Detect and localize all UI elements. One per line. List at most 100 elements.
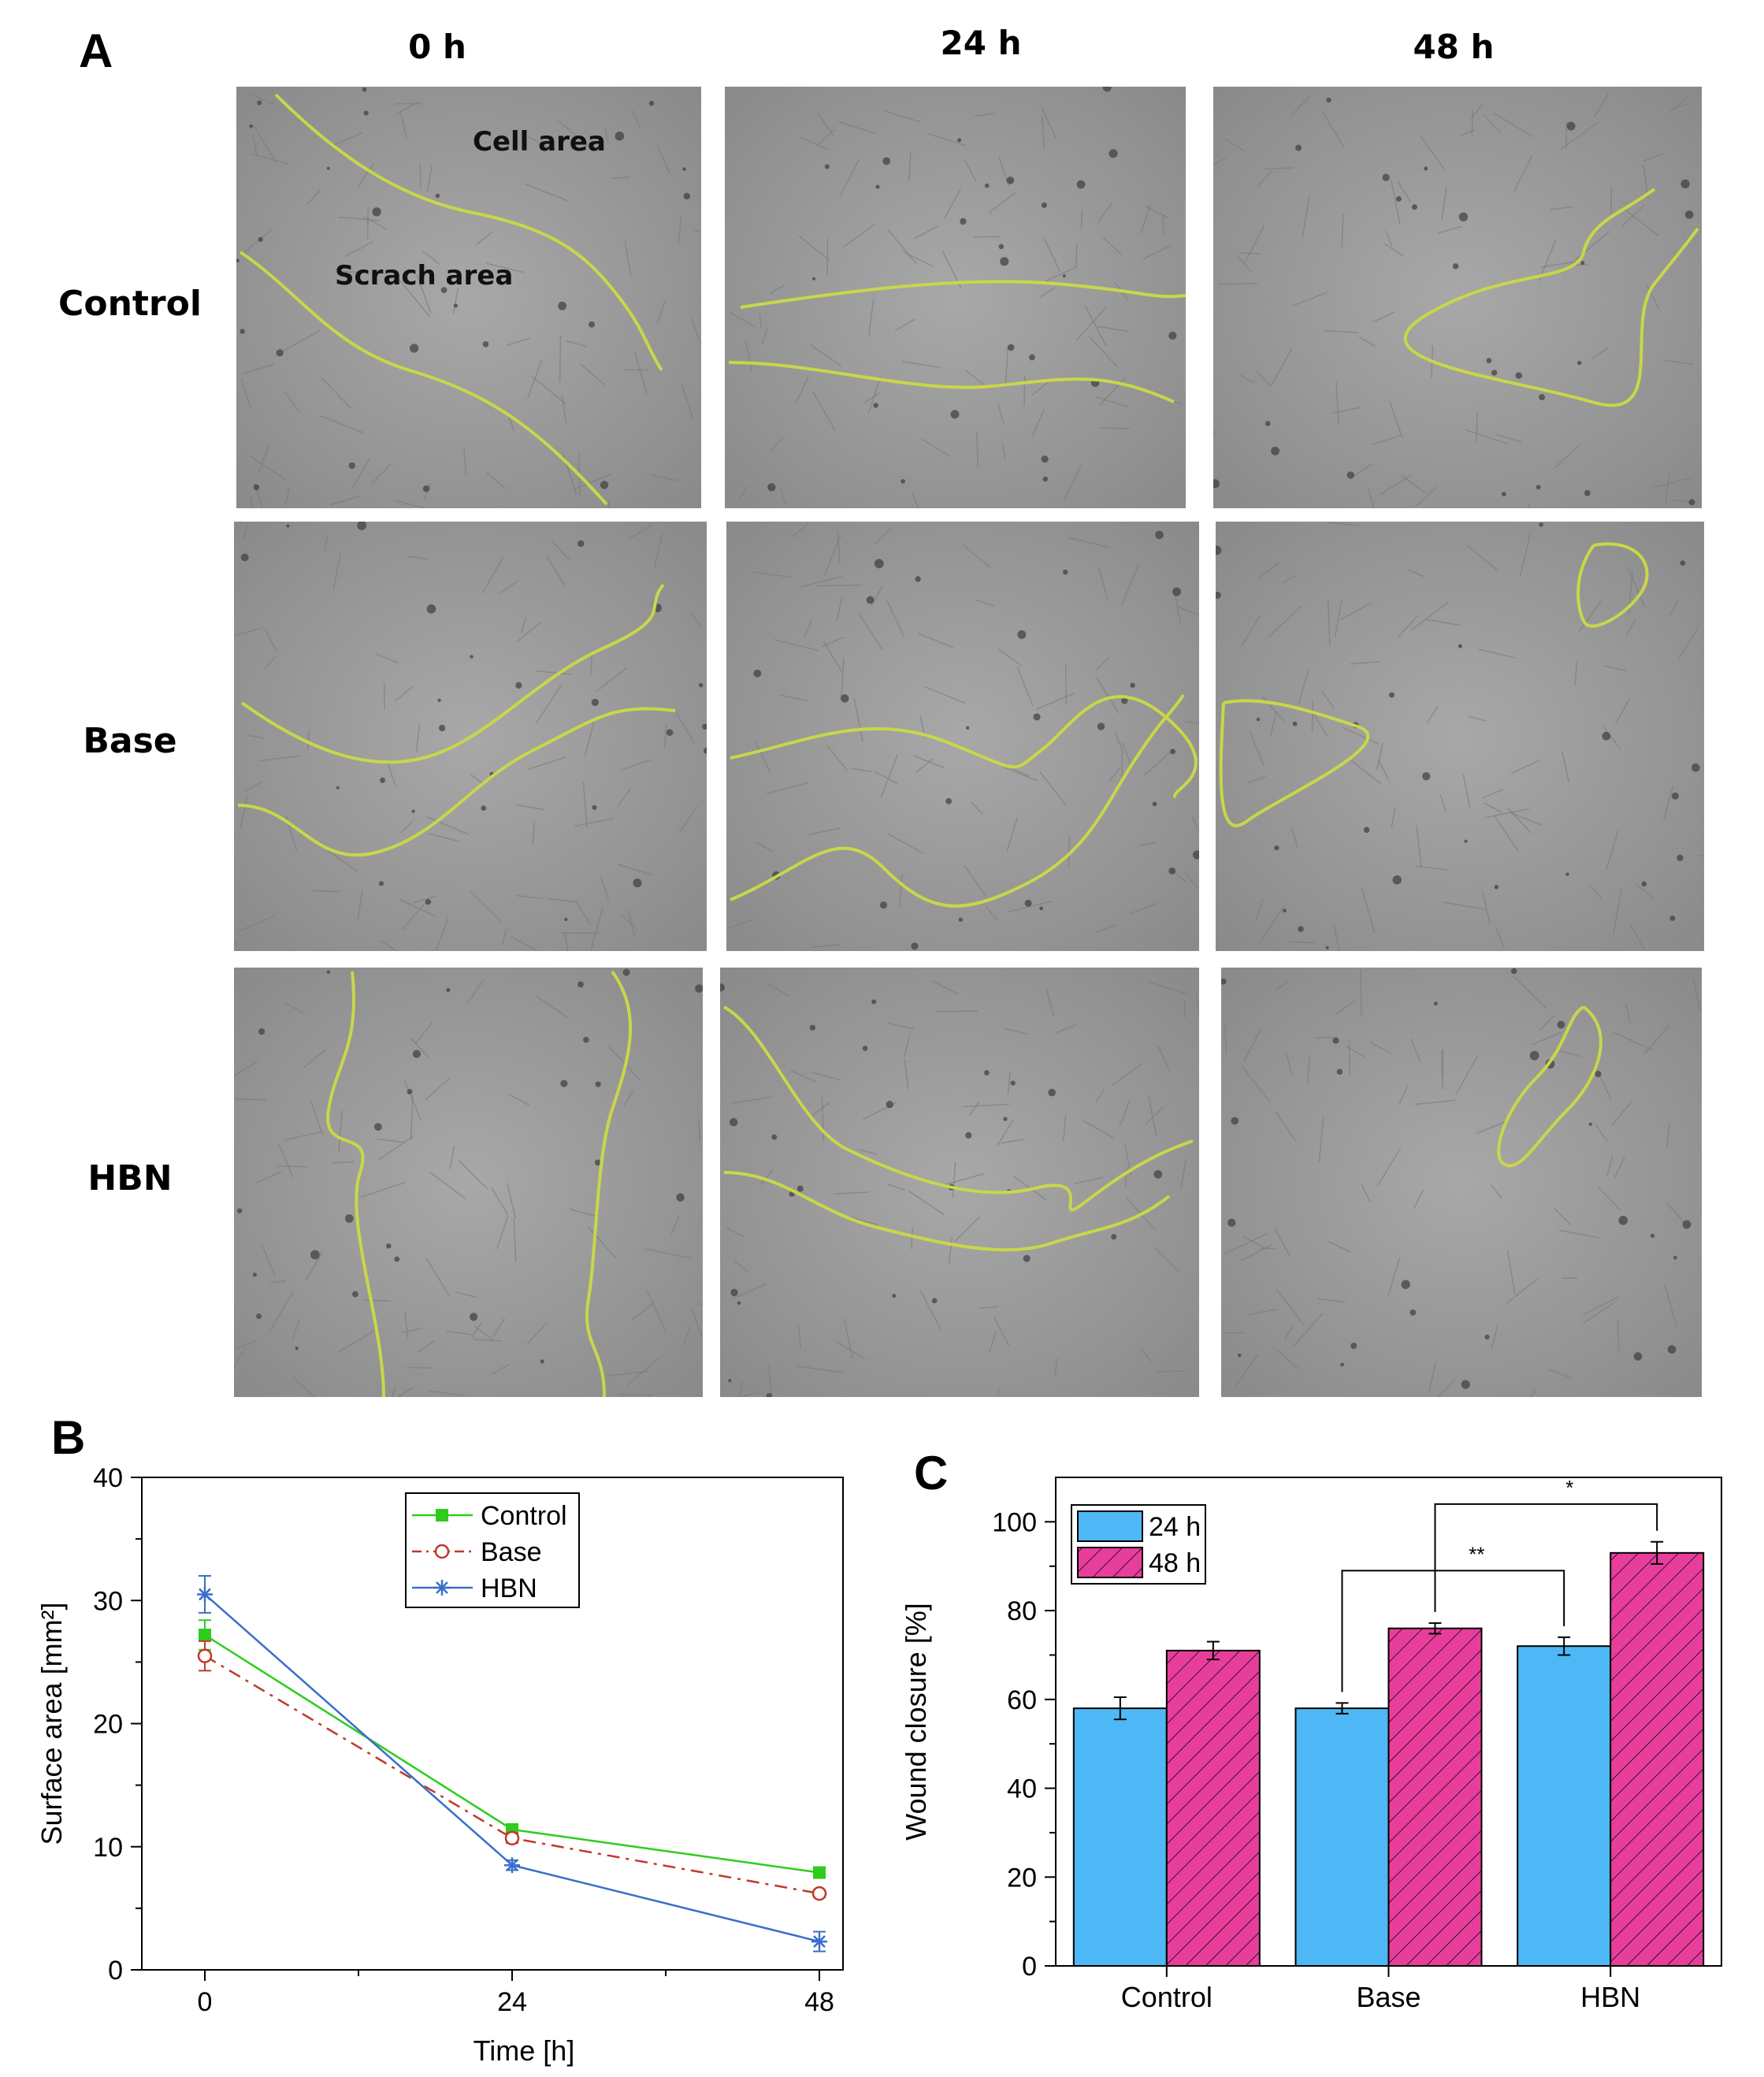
microscopy-image	[234, 522, 707, 951]
cell-streak	[989, 1330, 997, 1353]
cell-streak	[1096, 677, 1120, 714]
cell-streak	[564, 932, 569, 951]
cell-streak	[1441, 1050, 1443, 1091]
cell-streak	[1102, 236, 1122, 255]
cell-streak	[1268, 606, 1302, 638]
cell-streak	[401, 897, 430, 931]
cell-streak	[396, 1387, 414, 1397]
cell-streak	[1413, 1189, 1424, 1209]
cell-streak	[616, 787, 632, 808]
wound-outline	[585, 970, 633, 1397]
cell-streak	[874, 771, 898, 785]
cell-streak	[1223, 1332, 1246, 1334]
cell-streak	[1510, 812, 1543, 826]
cell-streak	[596, 667, 627, 693]
cell-streak	[455, 1291, 477, 1299]
cell-streak	[619, 914, 637, 930]
cell-streak	[399, 111, 407, 139]
cell-streak	[1582, 1302, 1615, 1325]
cell-streak	[1274, 1110, 1297, 1142]
cell-streak	[1265, 167, 1294, 169]
cell-streak	[1277, 1349, 1298, 1369]
cell-dot	[1536, 485, 1541, 490]
cell-dot	[470, 655, 473, 659]
cell-streak	[1125, 1167, 1127, 1187]
marker-stroke	[506, 1859, 518, 1872]
cell-dot	[648, 100, 655, 106]
cell-dot	[901, 478, 906, 484]
marker-stroke	[199, 1588, 211, 1601]
cell-streak	[817, 128, 836, 145]
cell-streak	[1340, 602, 1372, 620]
cell-streak	[1185, 720, 1199, 725]
cell-streak	[386, 760, 397, 787]
cell-streak	[971, 801, 983, 816]
cell-streak	[913, 225, 939, 240]
cell-streak	[1627, 568, 1646, 607]
legend-label: 48 h	[1149, 1548, 1201, 1578]
cell-streak	[310, 1100, 324, 1135]
cell-dot	[394, 1256, 400, 1262]
cell-streak	[1331, 407, 1361, 414]
data-point	[197, 1648, 213, 1663]
cell-streak	[532, 820, 536, 845]
cell-streak	[1096, 924, 1116, 934]
cell-streak	[1614, 1155, 1626, 1179]
cell-streak	[836, 596, 843, 622]
y-tick-label: 60	[1007, 1685, 1037, 1715]
cell-streak	[738, 1380, 744, 1397]
cell-streak	[1496, 433, 1522, 444]
cell-streak	[1610, 1099, 1633, 1127]
cell-streak	[366, 206, 370, 240]
cell-streak	[284, 391, 300, 413]
cell-dot	[1007, 344, 1015, 351]
wound-outline	[723, 1171, 1171, 1252]
cell-streak	[731, 1284, 767, 1300]
cell-streak	[240, 377, 251, 409]
cell-streak	[463, 447, 467, 475]
cell-streak	[561, 395, 567, 424]
cell-streak	[1256, 370, 1272, 387]
cell-dot	[1130, 682, 1135, 688]
cell-streak	[312, 890, 340, 893]
cell-dot	[577, 981, 584, 988]
cell-streak	[569, 1208, 598, 1218]
cell-streak	[887, 1183, 905, 1191]
cell-streak	[759, 313, 763, 329]
cell-streak	[809, 827, 841, 835]
cell-dot	[1677, 854, 1684, 861]
cell-streak	[698, 1119, 700, 1143]
cell-streak	[968, 1101, 980, 1117]
cell-streak	[986, 906, 998, 921]
cell-dot	[422, 485, 430, 492]
cell-streak	[886, 600, 905, 637]
cell-streak	[1333, 923, 1340, 951]
cell-dot	[326, 970, 331, 974]
cell-streak	[1063, 464, 1083, 501]
cell-dot	[676, 1193, 685, 1202]
cell-streak	[423, 482, 431, 502]
cell-dot	[249, 124, 254, 128]
cell-dot	[730, 1288, 738, 1297]
cell-dot	[372, 207, 381, 217]
cell-dot	[1298, 926, 1304, 932]
cell-streak	[780, 486, 786, 505]
cell-streak	[360, 1182, 406, 1198]
cell-streak	[917, 632, 954, 648]
cell-streak	[811, 944, 841, 948]
cell-streak	[1213, 429, 1216, 439]
cell-streak	[1371, 434, 1402, 446]
cell-streak	[242, 363, 275, 374]
cell-streak	[1415, 486, 1438, 507]
cell-dot	[1048, 1088, 1057, 1097]
cell-dot	[1336, 1068, 1343, 1076]
cell-streak	[1664, 1284, 1677, 1327]
cell-dot	[1422, 772, 1431, 781]
cell-streak	[1376, 742, 1383, 771]
cell-streak	[559, 335, 562, 382]
cell-streak	[974, 112, 996, 117]
y-axis-label: Wound closure [%]	[900, 1603, 932, 1840]
cell-dot	[482, 341, 489, 347]
cell-dot	[720, 983, 725, 992]
cell-dot	[1172, 587, 1182, 596]
